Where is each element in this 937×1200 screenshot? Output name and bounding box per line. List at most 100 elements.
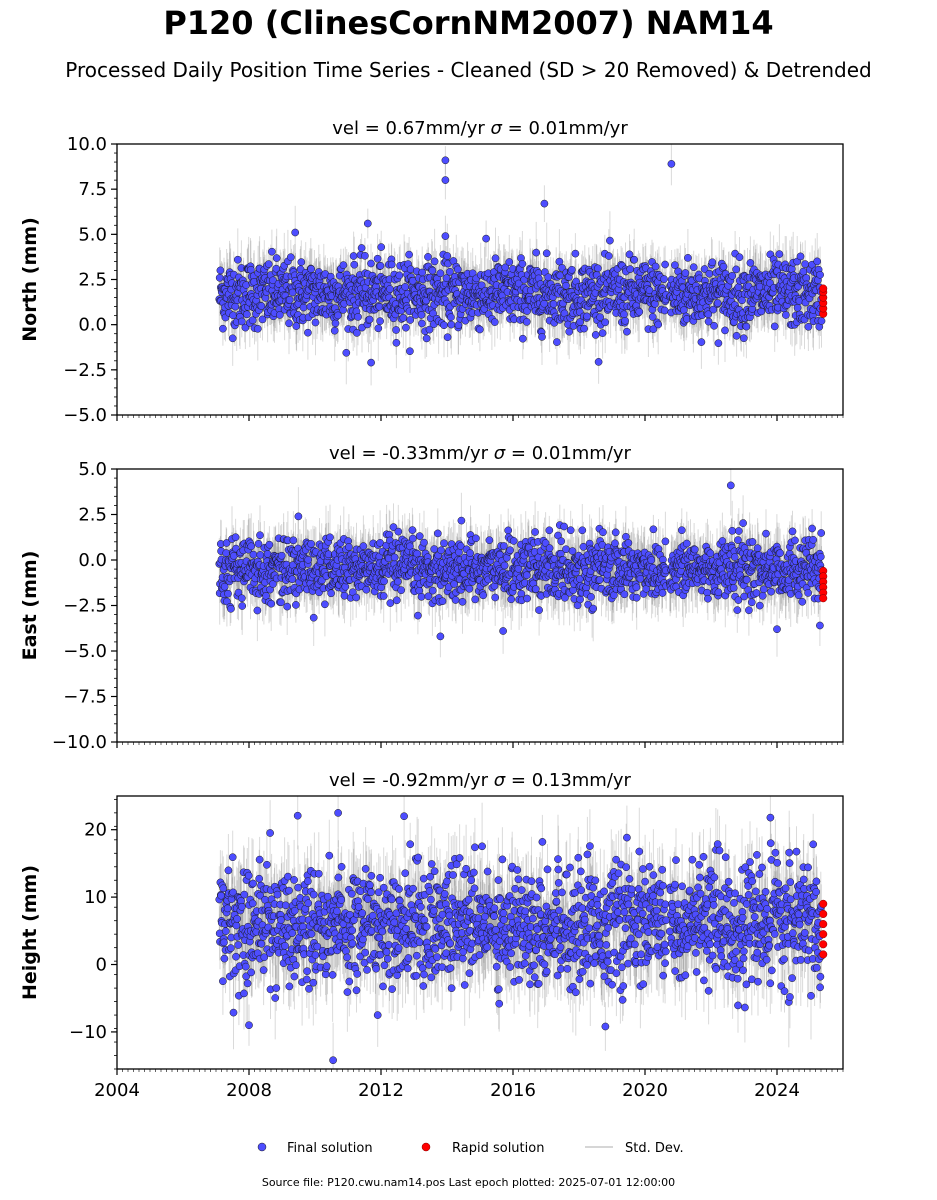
- final-point: [311, 318, 320, 327]
- final-point: [544, 273, 553, 282]
- final-point: [565, 327, 574, 336]
- final-point: [216, 266, 225, 275]
- final-point: [732, 265, 741, 274]
- final-point: [625, 250, 634, 259]
- final-point: [635, 307, 644, 316]
- final-point: [387, 260, 396, 269]
- final-point: [453, 265, 462, 274]
- final-point: [505, 258, 514, 266]
- final-point: [796, 252, 805, 261]
- final-point: [553, 338, 561, 346]
- final-point: [392, 338, 401, 347]
- final-point: [269, 276, 277, 285]
- final-point: [594, 358, 603, 366]
- final-point: [583, 312, 591, 321]
- final-point: [734, 283, 743, 292]
- final-point: [399, 314, 408, 322]
- final-point: [705, 269, 714, 278]
- final-point: [654, 320, 663, 329]
- final-point: [248, 316, 257, 325]
- final-point: [376, 317, 384, 325]
- final-point: [651, 262, 660, 271]
- final-point: [630, 255, 639, 264]
- final-point: [580, 324, 588, 333]
- final-point: [363, 219, 372, 228]
- rapid-point: [819, 284, 828, 293]
- final-point: [623, 327, 631, 336]
- final-point: [567, 265, 576, 274]
- final-point: [402, 323, 410, 332]
- final-point: [443, 333, 452, 342]
- chart-title: P120 (ClinesCornNM2007) NAM14: [163, 4, 774, 42]
- final-point: [334, 311, 342, 320]
- final-point: [501, 263, 510, 272]
- final-point: [376, 261, 385, 270]
- final-point: [491, 254, 500, 263]
- final-point: [671, 261, 679, 269]
- final-point: [417, 311, 426, 319]
- y-tick-label: 10.0: [67, 134, 107, 155]
- final-point: [350, 260, 359, 269]
- final-point: [342, 348, 351, 357]
- final-point: [215, 273, 224, 282]
- final-point: [441, 176, 450, 184]
- final-point: [291, 228, 300, 237]
- final-point: [704, 317, 713, 326]
- final-point: [649, 325, 658, 334]
- final-point: [441, 156, 450, 165]
- final-point: [802, 274, 811, 282]
- final-point: [538, 333, 546, 341]
- final-point: [440, 321, 448, 330]
- final-point: [514, 279, 523, 288]
- final-point: [367, 259, 375, 268]
- final-point: [540, 199, 549, 208]
- final-point: [365, 315, 374, 324]
- final-point: [476, 325, 484, 334]
- final-point: [490, 318, 499, 326]
- final-point: [667, 160, 676, 168]
- final-point: [682, 315, 691, 323]
- final-point: [229, 311, 237, 320]
- final-point: [401, 283, 410, 291]
- final-point: [728, 271, 737, 280]
- final-point: [660, 275, 668, 283]
- final-point: [689, 263, 698, 272]
- final-point: [276, 311, 284, 319]
- final-point: [418, 319, 426, 328]
- final-point: [721, 326, 729, 335]
- final-point: [258, 315, 267, 324]
- final-point: [428, 266, 437, 275]
- final-point: [237, 317, 246, 326]
- final-point: [477, 281, 486, 290]
- final-point: [620, 310, 628, 319]
- final-point: [746, 259, 755, 267]
- final-solution-points: [215, 156, 826, 367]
- final-point: [307, 265, 315, 273]
- final-point: [804, 322, 813, 331]
- final-point: [233, 255, 242, 264]
- final-point: [598, 329, 607, 337]
- final-point: [406, 347, 414, 356]
- final-point: [708, 258, 717, 267]
- final-point: [297, 258, 306, 266]
- final-point: [710, 321, 718, 330]
- final-point: [349, 252, 358, 260]
- final-point: [775, 250, 784, 258]
- final-point: [367, 358, 375, 367]
- final-point: [719, 262, 728, 271]
- final-point: [430, 257, 439, 266]
- y-tick-label: −5.0: [63, 405, 107, 426]
- final-point: [353, 329, 361, 337]
- final-point: [339, 261, 348, 269]
- final-point: [532, 248, 541, 257]
- final-point: [405, 250, 413, 259]
- final-point: [445, 267, 454, 276]
- final-point: [354, 313, 362, 321]
- final-point: [425, 325, 434, 334]
- panel-1: −5.0 −2.5 0.0 2.5 5.0 7.5 10.0 vel = 0.67mm/yr …: [19, 118, 844, 426]
- final-point: [424, 253, 432, 261]
- final-point: [739, 334, 748, 343]
- rapid-solution-points: [819, 284, 828, 318]
- final-point: [285, 296, 294, 304]
